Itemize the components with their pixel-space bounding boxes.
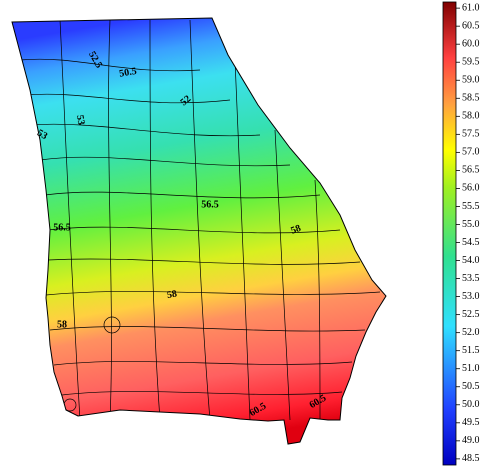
colorbar-tick-label: 59.0 (462, 75, 480, 86)
colorbar-tick-label: 49.0 (462, 435, 480, 446)
colorbar-tick-label: 54.5 (462, 237, 480, 248)
colorbar-tick-label: 55.5 (462, 201, 480, 212)
georgia-map (11, 17, 387, 445)
colorbar-tick-label: 60.5 (462, 20, 480, 31)
colorbar-tick-label: 55.0 (462, 219, 480, 230)
colorbar-tick-label: 60.0 (462, 38, 480, 49)
colorbar-tick-label: 51.5 (462, 345, 480, 356)
colorbar-tick-label: 50.0 (462, 399, 480, 410)
contour-label: 53 (35, 128, 49, 143)
colorbar (442, 1, 457, 466)
contour-label: 56.5 (201, 199, 219, 210)
county-lines (19, 19, 381, 421)
contour-label: 56.5 (53, 222, 71, 233)
contour-label: 58 (57, 319, 67, 330)
colorbar-tick-label: 56.0 (462, 183, 480, 194)
colorbar-tick-label: 52.5 (462, 309, 480, 320)
colorbar-tick-label: 61.0 (462, 2, 480, 13)
colorbar-tick-label: 50.5 (462, 381, 480, 392)
colorbar-tick-label: 53.0 (462, 291, 480, 302)
colorbar-tick-label: 48.5 (462, 453, 480, 464)
contour-label: 58 (166, 289, 178, 302)
colorbar-tick-label: 58.5 (462, 93, 480, 104)
colorbar-tick-label: 53.5 (462, 273, 480, 284)
colorbar-tick-label: 49.5 (462, 417, 480, 428)
colorbar-tick-label: 58.0 (462, 111, 480, 122)
colorbar-tick-label: 54.0 (462, 255, 480, 266)
contour-label: 50.5 (118, 66, 137, 80)
contour-label: 53 (74, 114, 87, 126)
colorbar-tick-label: 57.5 (462, 129, 480, 140)
colorbar-tick-label: 59.5 (462, 57, 480, 68)
colorbar-tick-label: 51.0 (462, 363, 480, 374)
colorbar-tick-label: 56.5 (462, 165, 480, 176)
colorbar-tick-label: 52.0 (462, 327, 480, 338)
contour-label: 58 (289, 223, 302, 237)
colorbar-tick-label: 57.0 (462, 147, 480, 158)
